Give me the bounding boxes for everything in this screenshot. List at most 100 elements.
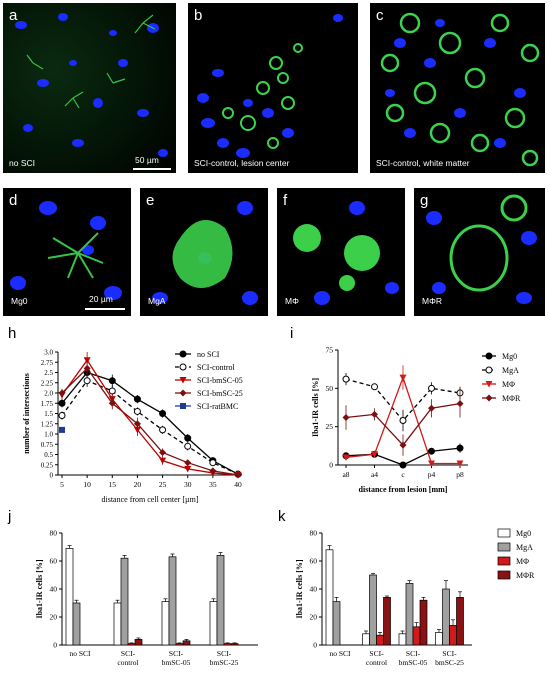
micrograph-e-caption: MgA: [148, 296, 166, 306]
micrograph-b-cells: [197, 14, 343, 158]
i-legend-label: MgA: [502, 366, 519, 375]
j-y-tick-label: 0: [53, 641, 57, 650]
h-y-tick-label: 3.0: [44, 349, 53, 357]
i-data-point: [399, 417, 407, 425]
h-data-point: [159, 448, 167, 456]
micrograph-d-letter: d: [9, 192, 18, 209]
k-y-axis-label: Iba1-IR cells [%]: [295, 559, 304, 618]
h-data-point: [209, 459, 217, 467]
k-bar: [435, 632, 443, 646]
j-y-axis-label: Iba1-IR cells [%]: [35, 559, 44, 618]
h-y-tick-label: 1.5: [44, 410, 53, 418]
i-y-tick-label: 0: [329, 461, 333, 470]
h-x-axis-label: distance from cell center [µm]: [101, 495, 198, 504]
h-data-point: [159, 426, 167, 434]
micrograph-c-cells: [380, 12, 540, 167]
i-data-point: [399, 461, 407, 469]
h-data-point: [133, 407, 141, 415]
i-data-point: [399, 441, 407, 449]
h-data-point: [58, 412, 66, 420]
k-y-tick-label: 40: [310, 585, 318, 594]
h-legend-marker: [179, 389, 187, 397]
j-bar: [230, 643, 239, 646]
j-x-tick-label: control: [117, 658, 138, 667]
micrograph-d: d Mg0 20 µm: [3, 188, 131, 316]
h-y-tick-label: 2.75: [41, 359, 54, 367]
k-bar: [325, 549, 334, 646]
h-y-tick-label: 0: [50, 472, 54, 480]
j-y-tick-label: 60: [50, 557, 58, 566]
micrograph-g-letter: g: [420, 192, 429, 209]
j-bar: [161, 601, 170, 646]
j-bar: [127, 643, 136, 646]
micrograph-a-scale-bar: [133, 168, 171, 170]
h-legend-label: SCI-bmSC-05: [197, 376, 243, 385]
h-y-tick-label: 0.25: [41, 461, 54, 469]
i-data-point: [342, 375, 350, 383]
chart-k-letter: k: [278, 508, 286, 525]
k-x-tick-label: no SCI: [329, 649, 351, 658]
j-x-tick-label: SCI-: [217, 649, 232, 658]
micrograph-e: e MgA: [140, 188, 268, 316]
h-data-point: [133, 426, 141, 434]
i-x-tick-label: p4: [428, 470, 436, 479]
chart-k: 0 20 40 60 80 Iba1-IR cells [%] no SCI SCI-cont…: [295, 529, 535, 668]
i-x-tick-label: a8: [342, 470, 349, 479]
i-data-point: [342, 454, 350, 461]
j-x-tick-label: SCI-: [121, 649, 136, 658]
h-series-line: [61, 367, 239, 476]
h-data-point: [108, 399, 116, 407]
h-data-point: [83, 377, 91, 385]
h-data-point: [184, 459, 192, 467]
i-x-tick-label: p8: [456, 470, 464, 479]
h-x-tick-label: 10: [83, 480, 91, 489]
micrograph-a: a no SCI 50 µm: [3, 3, 176, 173]
i-legend-marker: [485, 381, 493, 388]
micrograph-a-scale-label: 50 µm: [135, 155, 159, 165]
h-legend-label: SCI-ratBMC: [197, 402, 238, 411]
j-bar: [134, 639, 143, 646]
h-data-point: [159, 410, 167, 417]
k-y-tick-label: 0: [313, 641, 317, 650]
micrograph-c: c SCI-control, white matter: [370, 3, 545, 173]
h-y-tick-label: 1.0: [44, 431, 53, 439]
micrograph-g-caption: MΦR: [422, 296, 443, 306]
i-data-point: [371, 451, 378, 458]
k-x-tick-label: bmSC-25: [435, 658, 464, 667]
h-x-tick-label: 40: [234, 480, 242, 489]
i-data-point: [371, 410, 378, 418]
k-bar: [419, 599, 428, 646]
k-x-tick-label: SCI-: [406, 649, 421, 658]
j-x-tick-label: no SCI: [69, 649, 91, 658]
micrograph-d-caption: Mg0: [11, 296, 28, 306]
micrograph-c-caption: SCI-control, white matter: [376, 158, 470, 168]
i-legend-marker: [485, 352, 493, 360]
chart-i-letter: i: [290, 325, 294, 342]
i-data-point: [428, 384, 435, 392]
k-y-tick-label: 60: [310, 557, 318, 566]
micrograph-b-letter: b: [194, 7, 203, 24]
j-bar: [209, 601, 218, 646]
micrograph-f-cells: [293, 201, 399, 305]
i-data-point: [428, 460, 435, 467]
chart-j-letter: j: [8, 508, 12, 525]
micrograph-f-caption: MΦ: [285, 296, 299, 306]
k-x-tick-label: control: [366, 658, 387, 667]
h-legend-label: SCI-bmSC-25: [197, 389, 243, 398]
h-data-point: [83, 364, 91, 372]
h-x-tick-label: 30: [184, 480, 192, 489]
h-legend-marker: [180, 403, 186, 409]
h-data-point: [58, 399, 66, 407]
h-y-tick-label: 1.25: [41, 420, 54, 428]
j-bar: [182, 640, 191, 646]
k-bar: [449, 625, 457, 646]
h-data-point: [184, 465, 192, 473]
k-bar: [376, 634, 384, 646]
micrograph-b: b SCI-control, lesion center: [188, 3, 358, 173]
h-data-point: [234, 471, 242, 479]
j-y-tick-label: 40: [50, 585, 58, 594]
h-x-tick-label: 35: [209, 480, 217, 489]
k-bar: [332, 601, 341, 646]
k-bar: [383, 597, 391, 646]
k-bar: [405, 583, 414, 646]
